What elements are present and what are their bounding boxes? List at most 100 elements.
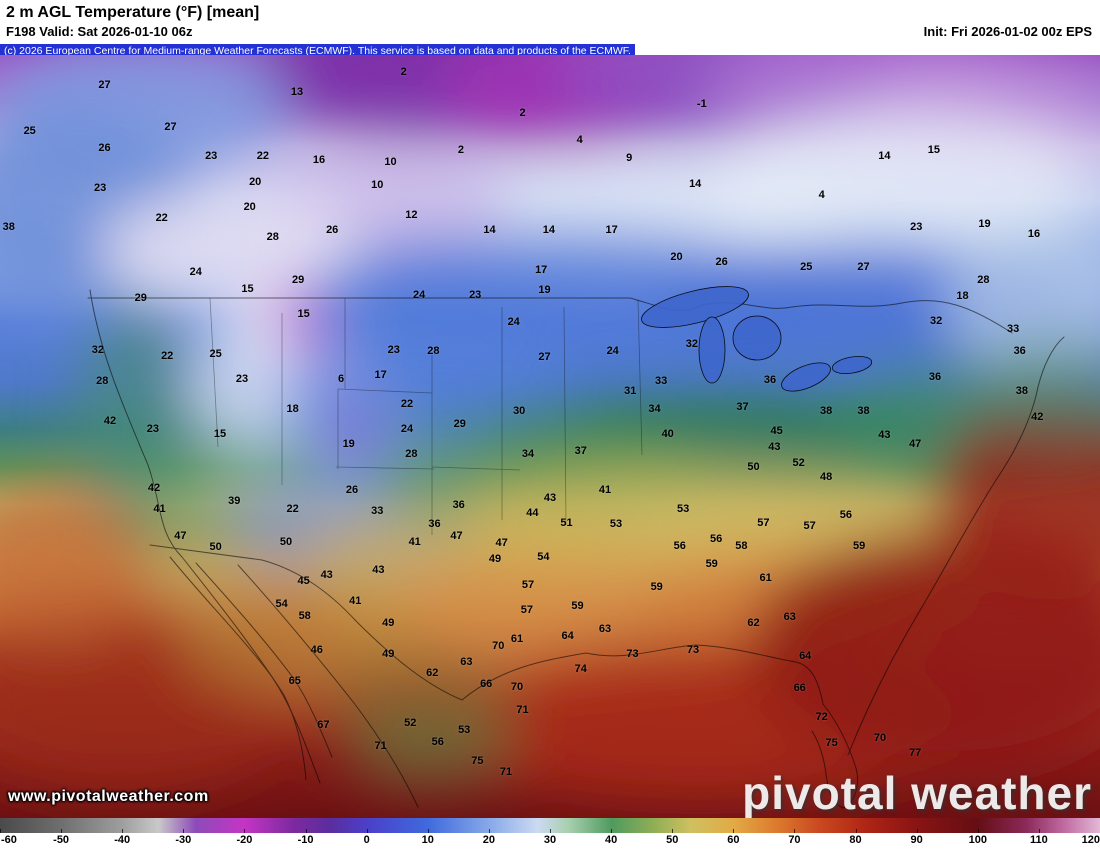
temp-value: 15 (297, 308, 310, 321)
temp-value: 24 (400, 422, 414, 435)
colorbar-tick-mark (672, 829, 674, 833)
temp-value: 22 (286, 502, 299, 515)
temp-value: 26 (715, 255, 728, 268)
temp-value: 4 (576, 134, 583, 147)
temp-value: 24 (412, 288, 426, 301)
colorbar-tick-mark (183, 829, 185, 833)
temp-value: 28 (266, 230, 279, 243)
temp-value: 47 (909, 438, 922, 451)
temp-value: 19 (538, 284, 551, 296)
colorbar-ticks: -60 -50 -40 -30 -20 -10 0 10 20 30 40 50 60 70 80 90 100… (0, 833, 1100, 850)
temp-value: 57 (521, 579, 535, 592)
temp-value: 29 (291, 274, 305, 287)
coastline-borders (87, 289, 1065, 809)
temp-value: 52 (792, 457, 805, 470)
temp-value: 17 (535, 264, 548, 277)
temp-value: 59 (705, 557, 718, 570)
temp-value: 43 (768, 441, 781, 454)
colorbar-tick-label: -10 (297, 834, 314, 846)
temp-value: 23 (146, 422, 160, 435)
temp-value: 47 (450, 529, 463, 542)
temp-value: 2 (400, 65, 407, 78)
temp-value: 18 (956, 290, 969, 303)
colorbar-tick-mark (733, 829, 735, 833)
temp-value: 19 (342, 438, 355, 451)
colorbar-tick-label: -40 (114, 834, 131, 846)
temp-value: 32 (929, 314, 943, 327)
temp-value: 73 (686, 644, 700, 657)
temp-value: 22 (155, 211, 168, 224)
temp-value: 4 (818, 189, 825, 202)
colorbar-tick-mark (794, 829, 796, 833)
temp-value: 70 (873, 731, 887, 744)
colorbar-tick-mark (305, 829, 307, 833)
temp-value: 75 (471, 754, 484, 767)
temp-value: 59 (650, 580, 663, 593)
temp-value: 66 (480, 678, 493, 691)
temp-value: 56 (673, 540, 686, 553)
colorbar-tick-label: 100 (968, 834, 987, 846)
colorbar-tick-mark (122, 829, 124, 833)
colorbar-tick-label: -20 (236, 834, 253, 846)
temp-value: 23 (387, 343, 400, 356)
temp-value: 24 (606, 345, 619, 358)
temp-value: 13 (290, 86, 304, 99)
temp-value: 17 (374, 368, 387, 381)
state-borders (209, 297, 643, 535)
temp-value: 53 (609, 518, 623, 531)
temp-value: 41 (598, 483, 612, 496)
temp-value: 42 (1031, 411, 1044, 424)
temp-value: 6 (337, 373, 345, 386)
temp-value: 70 (510, 680, 524, 693)
temp-value: 56 (839, 509, 853, 522)
temp-value: 77 (909, 747, 922, 760)
temp-value: 14 (689, 177, 702, 190)
temp-value: 41 (349, 594, 362, 607)
temp-value: 24 (507, 316, 520, 329)
temp-value: 14 (878, 149, 891, 162)
temp-value: 71 (516, 703, 529, 716)
colorbar-tick-mark (244, 829, 246, 833)
temp-value: 2 (457, 144, 464, 157)
temp-value: -1 (696, 97, 707, 110)
temp-value: 64 (799, 650, 812, 663)
temp-value: 28 (405, 448, 418, 461)
init-label: Init: Fri 2026-01-02 00z EPS (923, 24, 1092, 39)
temp-value: 63 (460, 655, 473, 668)
pivotal-logo: pivotal weather (742, 767, 1092, 818)
colorbar-tick-mark (916, 829, 918, 833)
temp-value: 15 (927, 144, 941, 157)
temp-value: 63 (783, 610, 796, 623)
watermark: www.pivotalweather.com (8, 788, 209, 805)
temp-value: 22 (161, 350, 174, 363)
temp-value: 36 (763, 374, 777, 387)
temp-value: 28 (427, 345, 440, 358)
temp-value: 25 (800, 261, 813, 274)
temp-value: 30 (513, 405, 526, 418)
great-lakes (641, 286, 873, 392)
temp-value: 53 (676, 502, 690, 515)
temp-value: 73 (626, 647, 639, 660)
temp-value: 39 (228, 495, 241, 508)
temp-value: 23 (910, 221, 923, 234)
temp-value: 36 (928, 370, 942, 383)
colorbar: -60 -50 -40 -30 -20 -10 0 10 20 30 40 50 60 70 80 90 100… (0, 818, 1100, 850)
temp-value: 58 (298, 609, 311, 622)
temperature-field (0, 55, 1100, 818)
temp-value: 27 (164, 120, 177, 133)
temp-value: 33 (371, 505, 384, 518)
colorbar-tick-label: 70 (788, 834, 801, 846)
temp-value: 43 (372, 564, 385, 577)
temp-value: 34 (521, 448, 535, 461)
temp-value: 63 (598, 622, 612, 635)
temp-value: 26 (98, 142, 111, 155)
temp-value: 41 (408, 535, 421, 548)
temp-value: 19 (978, 218, 991, 231)
temp-value: 44 (526, 506, 539, 519)
temp-value: 20 (243, 200, 256, 213)
temp-value: 46 (310, 644, 323, 657)
colorbar-tick-label: 30 (543, 834, 557, 846)
temp-value: 29 (134, 291, 147, 304)
temp-value: 33 (1006, 322, 1020, 335)
colorbar-tick-label: -60 (1, 834, 17, 846)
